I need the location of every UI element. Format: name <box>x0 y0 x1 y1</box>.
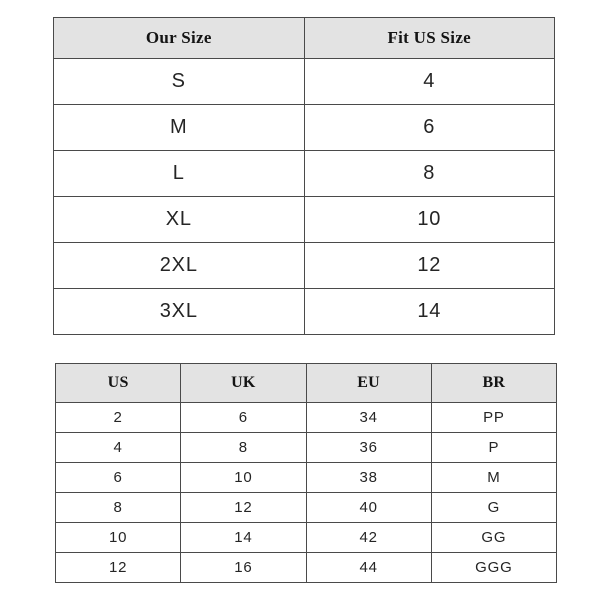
table-cell: 6 <box>180 402 307 433</box>
table-cell: 34 <box>305 402 432 433</box>
table-cell: 4 <box>54 432 182 463</box>
table-cell: S <box>53 58 305 105</box>
size-chart-table: Our Size Fit US Size S 4 M 6 L 8 XL 10 2… <box>53 17 555 335</box>
table-cell: PP <box>430 402 558 433</box>
table-cell: 6 <box>303 104 555 151</box>
table-cell: 40 <box>305 492 432 523</box>
table-row: 2 6 34 PP <box>54 402 558 433</box>
table-cell: 36 <box>305 432 432 463</box>
table-cell: XL <box>53 196 305 243</box>
table-cell: 14 <box>180 522 307 553</box>
table-cell: 8 <box>54 492 182 523</box>
table-row: 4 8 36 P <box>54 432 558 463</box>
table-cell: G <box>430 492 558 523</box>
table-cell: GGG <box>430 552 558 583</box>
table-cell: 6 <box>54 462 182 493</box>
size-chart-header-fit-us-size: Fit US Size <box>303 17 555 59</box>
table-cell: P <box>430 432 558 463</box>
table-row: S 4 <box>53 58 555 105</box>
conversion-header-br: BR <box>430 363 558 403</box>
table-cell: 4 <box>303 58 555 105</box>
table-row: 2XL 12 <box>53 242 555 289</box>
table-row: XL 10 <box>53 196 555 243</box>
size-chart-header-row: Our Size Fit US Size <box>53 17 555 59</box>
table-cell: L <box>53 150 305 197</box>
table-cell: GG <box>430 522 558 553</box>
table-row: 6 10 38 M <box>54 462 558 493</box>
table-cell: 8 <box>180 432 307 463</box>
international-conversion-table: US UK EU BR 2 6 34 PP 4 8 36 P 6 10 38 M… <box>54 363 558 583</box>
table-row: L 8 <box>53 150 555 197</box>
table-cell: 42 <box>305 522 432 553</box>
table-cell: 2 <box>54 402 182 433</box>
conversion-header-us: US <box>54 363 182 403</box>
table-row: 3XL 14 <box>53 288 555 335</box>
table-cell: 3XL <box>53 288 305 335</box>
table-row: M 6 <box>53 104 555 151</box>
table-cell: M <box>53 104 305 151</box>
table-cell: 8 <box>303 150 555 197</box>
table-cell: 10 <box>54 522 182 553</box>
table-row: 10 14 42 GG <box>54 522 558 553</box>
table-cell: 10 <box>303 196 555 243</box>
table-cell: 12 <box>303 242 555 289</box>
size-chart-header-our-size: Our Size <box>53 17 305 59</box>
table-cell: 12 <box>54 552 182 583</box>
table-cell: 38 <box>305 462 432 493</box>
table-cell: 12 <box>180 492 307 523</box>
table-cell: M <box>430 462 558 493</box>
table-cell: 2XL <box>53 242 305 289</box>
table-cell: 10 <box>180 462 307 493</box>
table-row: 12 16 44 GGG <box>54 552 558 583</box>
conversion-header-eu: EU <box>305 363 432 403</box>
conversion-header-row: US UK EU BR <box>54 363 558 403</box>
table-row: 8 12 40 G <box>54 492 558 523</box>
table-cell: 14 <box>303 288 555 335</box>
table-cell: 44 <box>305 552 432 583</box>
table-cell: 16 <box>180 552 307 583</box>
conversion-header-uk: UK <box>180 363 307 403</box>
